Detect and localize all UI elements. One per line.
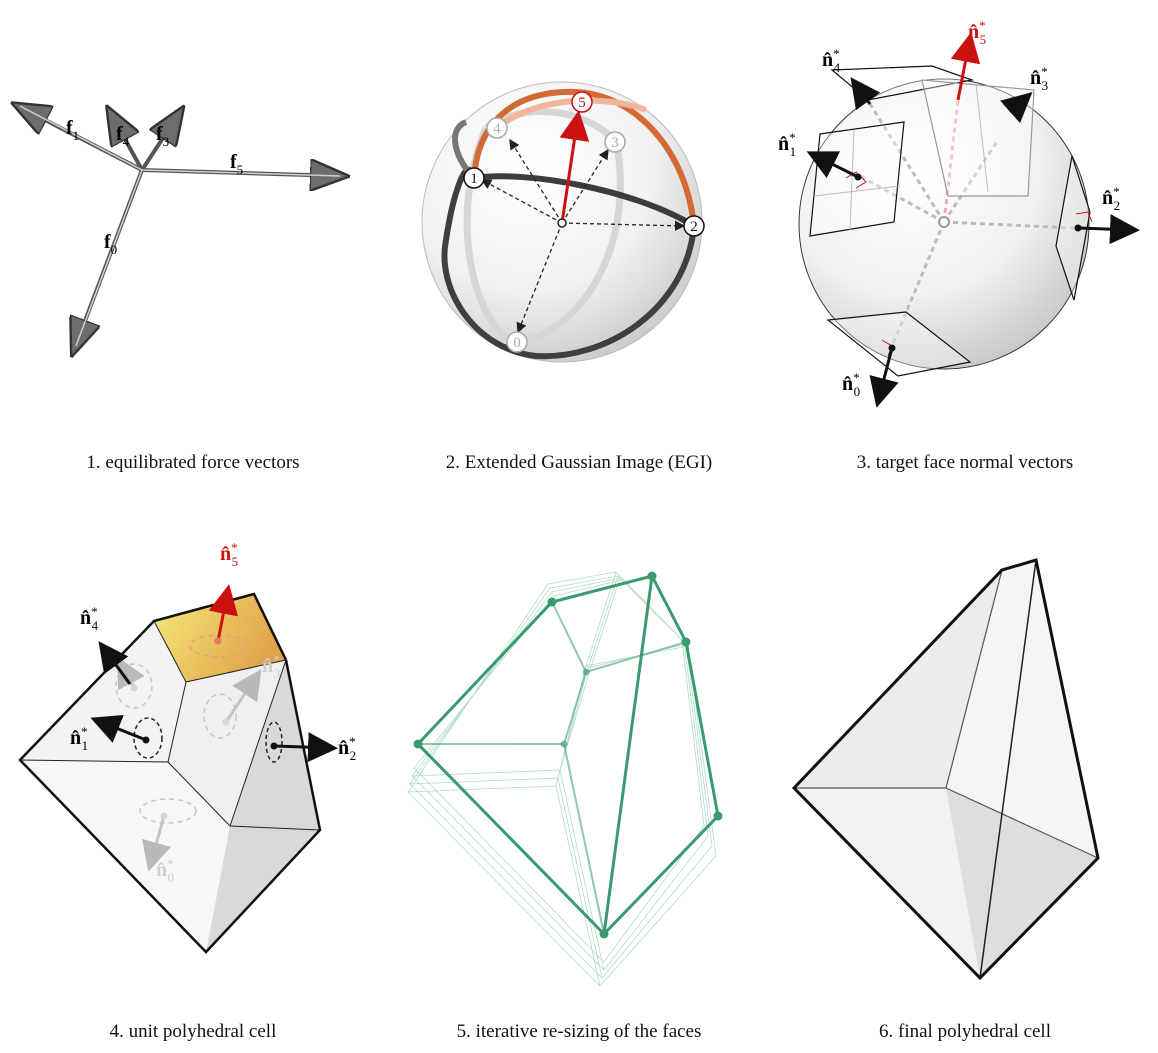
normal-2 <box>1077 214 1140 245</box>
egi-node-0 <box>506 331 528 353</box>
plane-2 <box>1055 155 1091 301</box>
egi-node-3-label: 3 <box>611 135 619 151</box>
label-n1: n̂* 1 <box>778 130 796 159</box>
final-cell-outline <box>791 558 1100 981</box>
mesh-vertex <box>599 929 609 939</box>
unit-label-n3: n̂* 3 <box>262 652 280 681</box>
normal-4 <box>850 77 881 111</box>
egi-node-4 <box>486 117 508 139</box>
unit-cell-diagram: n̂* 4 n̂* 1 n̂* 2 n̂* 3 n̂* 0 n̂* 5 <box>18 540 356 954</box>
egi-node-0-label: 0 <box>513 335 521 351</box>
egi-node-5 <box>571 91 593 113</box>
label-n2: n̂* 2 <box>1102 184 1120 213</box>
egi-node-3 <box>604 131 626 153</box>
unit-label-n5: n̂* 5 <box>220 540 238 569</box>
panel-iterative-resizing: 5. iterative re-sizing of the faces <box>386 526 772 1052</box>
unit-normal-5 <box>208 584 239 642</box>
normal-3 <box>1000 92 1033 124</box>
final-face-middle <box>946 560 1098 858</box>
label-n5: n̂* 5 <box>968 18 986 47</box>
label-f5: f5 <box>230 151 243 177</box>
final-cell-diagram <box>791 558 1100 981</box>
iterative-resizing-diagram <box>407 571 723 987</box>
label-n4: n̂* 4 <box>822 46 841 75</box>
label-f3: f3 <box>156 123 169 149</box>
mesh-vertex <box>713 811 723 821</box>
unit-label-n4: n̂* 4 <box>80 604 99 633</box>
panel-target-normals: n̂* 4 n̂* 1 n̂* 2 n̂* 3 n̂* 0 n̂* 5 3. target … <box>772 0 1158 526</box>
normal-0 <box>869 347 899 408</box>
caption-panel-1: 1. equilibrated force vectors <box>86 452 300 473</box>
panel-egi: 0 1 2 3 4 5 2. Extended Gaussian Image (… <box>386 0 772 526</box>
mesh-vertex <box>681 637 691 647</box>
egi-node-1-label: 1 <box>470 171 478 187</box>
mesh-vertex <box>547 597 557 607</box>
force-vectors-diagram: f1 f4 f3 f5 f0 <box>0 0 386 430</box>
normal-5 <box>950 32 981 101</box>
face-0 <box>20 760 230 952</box>
egi-node-1 <box>463 167 485 189</box>
caption-panel-4: 4. unit polyhedral cell <box>109 1021 277 1042</box>
mesh-current <box>415 574 720 937</box>
unit-normal-2 <box>273 732 338 763</box>
unit-normal-1 <box>90 714 147 743</box>
unit-label-n0: n̂* 0 <box>156 856 174 885</box>
egi-diagram: 0 1 2 3 4 5 <box>421 81 705 363</box>
normal-1 <box>806 151 859 179</box>
caption-panel-3: 3. target face normal vectors <box>856 452 1074 473</box>
mesh-vertex <box>413 739 423 749</box>
force-vector-f4 <box>110 112 144 172</box>
final-face-right <box>946 788 1098 978</box>
egi-node-5-label: 5 <box>578 95 586 111</box>
panel-final-cell: 6. final polyhedral cell <box>772 526 1158 1052</box>
label-f4: f4 <box>116 123 130 149</box>
label-n3: n̂* 3 <box>1030 64 1048 93</box>
face-2 <box>206 660 320 952</box>
egi-origin <box>557 218 567 228</box>
egi-node-4-label: 4 <box>493 121 501 137</box>
panel-unit-cell: n̂* 4 n̂* 1 n̂* 2 n̂* 3 n̂* 0 n̂* 5 4. unit po… <box>0 526 386 1052</box>
egi-node-2 <box>683 215 705 237</box>
label-f1: f1 <box>66 117 79 143</box>
force-vector-f3 <box>140 112 180 172</box>
face-4 <box>20 621 186 762</box>
target-normals-diagram: n̂* 4 n̂* 1 n̂* 2 n̂* 3 n̂* 0 n̂* 5 <box>778 18 1140 408</box>
egi-node-2-label: 2 <box>690 219 698 235</box>
plane-0 <box>826 311 972 377</box>
caption-panel-6: 6. final polyhedral cell <box>879 1021 1051 1042</box>
caption-panel-5: 5. iterative re-sizing of the faces <box>456 1021 702 1042</box>
caption-panel-2: 2. Extended Gaussian Image (EGI) <box>445 452 713 473</box>
mesh-vertex <box>647 571 657 581</box>
unit-label-n2: n̂* 2 <box>338 734 356 763</box>
unit-label-n1: n̂* 1 <box>70 724 88 753</box>
egi-vector-5 <box>559 110 590 224</box>
panel-force-vectors: f1 f4 f3 f5 f0 1. equilibrated force vec… <box>0 0 386 526</box>
label-n0: n̂* 0 <box>842 370 860 399</box>
label-f0: f0 <box>104 231 117 257</box>
unit-normal-4 <box>98 641 132 685</box>
